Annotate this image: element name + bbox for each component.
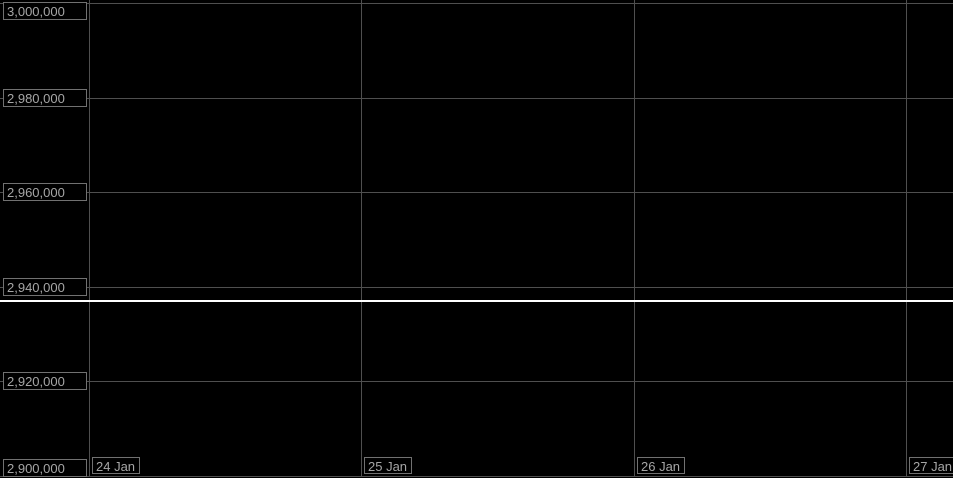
x-axis-grid-line [361,0,362,477]
y-axis-grid-line [0,192,953,193]
x-axis-grid-line [634,0,635,477]
current-price-line [0,300,953,302]
x-axis-label: 24 Jan [92,457,141,474]
y-axis-label: 2,900,000 [3,459,87,477]
x-axis-grid-line [89,0,90,477]
y-axis-label: 2,940,000 [3,278,87,296]
y-axis-grid-line [0,98,953,99]
x-axis-label: 26 Jan [637,457,686,474]
y-axis-label: 2,920,000 [3,372,87,390]
y-axis-label: 3,000,000 [3,2,87,20]
y-axis-label: 2,980,000 [3,89,87,107]
y-axis-label: 2,960,000 [3,183,87,201]
y-axis-grid-line [0,476,953,477]
x-axis-grid-line [906,0,907,477]
y-axis-grid-line [0,381,953,382]
x-axis-label: 25 Jan [364,457,413,474]
y-axis-grid-line [0,3,953,4]
y-axis-grid-line [0,287,953,288]
x-axis-label: 27 Jan [909,457,953,474]
